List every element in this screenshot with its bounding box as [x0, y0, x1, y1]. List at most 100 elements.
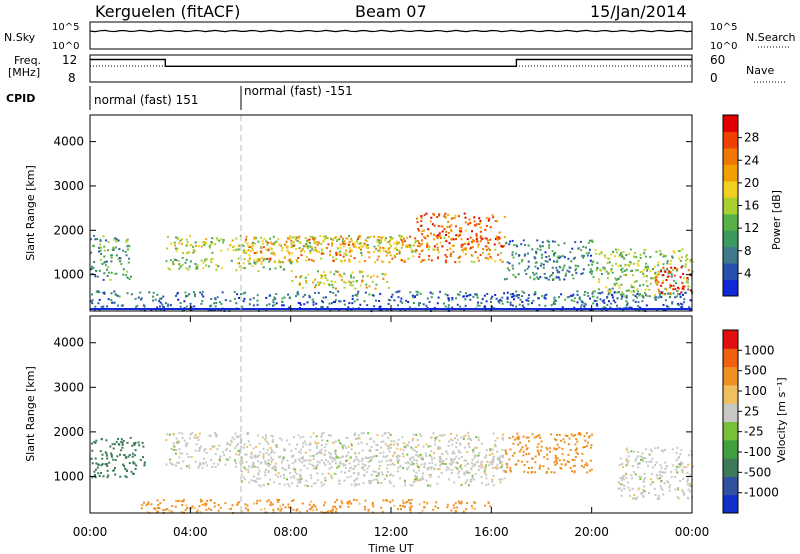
- data-cell: [179, 452, 182, 455]
- data-cell: [209, 258, 212, 261]
- data-cell: [362, 466, 365, 468]
- data-cell: [110, 452, 113, 455]
- data-cell: [473, 456, 476, 459]
- data-cell: [351, 302, 354, 305]
- data-cell: [531, 433, 534, 436]
- data-cell: [390, 473, 393, 476]
- data-cell: [489, 226, 492, 229]
- data-cell: [429, 220, 432, 223]
- data-cell: [561, 269, 564, 272]
- data-cell: [189, 244, 192, 247]
- data-cell: [639, 257, 642, 259]
- data-cell: [659, 253, 662, 256]
- data-cell: [409, 244, 412, 247]
- data-cell: [520, 243, 523, 246]
- data-cell: [368, 251, 371, 254]
- data-cell: [467, 431, 470, 434]
- data-cell: [334, 299, 337, 302]
- data-cell: [257, 270, 260, 272]
- data-cell: [332, 259, 335, 262]
- data-cell: [648, 295, 651, 298]
- data-cell: [667, 275, 670, 278]
- data-cell: [90, 238, 92, 241]
- data-cell: [441, 434, 444, 437]
- data-cell: [291, 280, 294, 282]
- data-cell: [469, 236, 472, 239]
- data-cell: [533, 436, 536, 439]
- data-cell: [216, 296, 219, 299]
- data-cell: [259, 451, 262, 454]
- data-cell: [403, 237, 406, 240]
- data-cell: [439, 234, 442, 237]
- data-cell: [494, 260, 497, 263]
- data-cell: [677, 488, 679, 491]
- data-cell: [465, 292, 467, 295]
- data-cell: [664, 448, 667, 451]
- data-cell: [162, 499, 165, 502]
- data-cell: [674, 288, 677, 291]
- data-cell: [94, 476, 97, 479]
- data-cell: [497, 459, 500, 462]
- data-cell: [279, 265, 282, 268]
- data-cell: [437, 251, 440, 254]
- data-cell: [210, 298, 213, 300]
- data-cell: [297, 481, 300, 484]
- data-cell: [113, 443, 116, 446]
- data-cell: [490, 301, 492, 303]
- data-cell: [478, 217, 481, 220]
- data-cell: [452, 217, 455, 220]
- data-cell: [611, 287, 614, 290]
- data-cell: [397, 304, 399, 307]
- data-cell: [269, 504, 272, 507]
- data-cell: [518, 262, 521, 265]
- data-cell: [363, 300, 366, 303]
- data-cell: [406, 453, 409, 456]
- data-cell: [632, 286, 635, 289]
- data-cell: [387, 248, 390, 251]
- data-cell: [681, 471, 684, 474]
- data-cell: [183, 439, 186, 442]
- data-cell: [192, 251, 195, 254]
- data-cell: [380, 506, 383, 509]
- data-cell: [422, 445, 425, 448]
- data-cell: [110, 260, 113, 263]
- data-cell: [409, 457, 411, 460]
- data-cell: [315, 453, 318, 456]
- data-cell: [193, 305, 196, 308]
- data-cell: [90, 268, 93, 271]
- data-cell: [583, 302, 586, 305]
- data-cell: [244, 291, 247, 294]
- data-cell: [657, 280, 660, 283]
- data-cell: [590, 239, 593, 242]
- data-cell: [503, 236, 506, 239]
- data-cell: [559, 255, 562, 258]
- data-cell: [584, 303, 587, 306]
- data-cell: [174, 452, 177, 455]
- data-cell: [506, 466, 509, 469]
- data-cell: [466, 479, 469, 482]
- data-cell: [316, 479, 319, 482]
- data-cell: [450, 238, 453, 241]
- data-cell: [628, 252, 631, 255]
- data-cell: [99, 249, 102, 252]
- velocity-colorbar-label: Velocity [m s⁻¹]: [775, 377, 788, 462]
- data-cell: [373, 455, 376, 458]
- data-cell: [648, 453, 651, 456]
- data-cell: [347, 502, 350, 505]
- data-cell: [650, 277, 653, 280]
- data-cell: [242, 262, 245, 265]
- data-cell: [360, 432, 363, 435]
- data-cell: [118, 248, 121, 251]
- data-cell: [339, 235, 342, 238]
- data-cell: [539, 248, 542, 251]
- data-cell: [393, 463, 396, 466]
- data-cell: [266, 241, 269, 244]
- freq-label: Freq.: [14, 54, 41, 67]
- data-cell: [687, 488, 690, 491]
- data-cell: [151, 299, 154, 302]
- data-cell: [314, 242, 317, 245]
- data-cell: [368, 465, 371, 468]
- data-cell: [420, 463, 423, 466]
- data-cell: [662, 263, 665, 266]
- data-cell: [237, 453, 240, 456]
